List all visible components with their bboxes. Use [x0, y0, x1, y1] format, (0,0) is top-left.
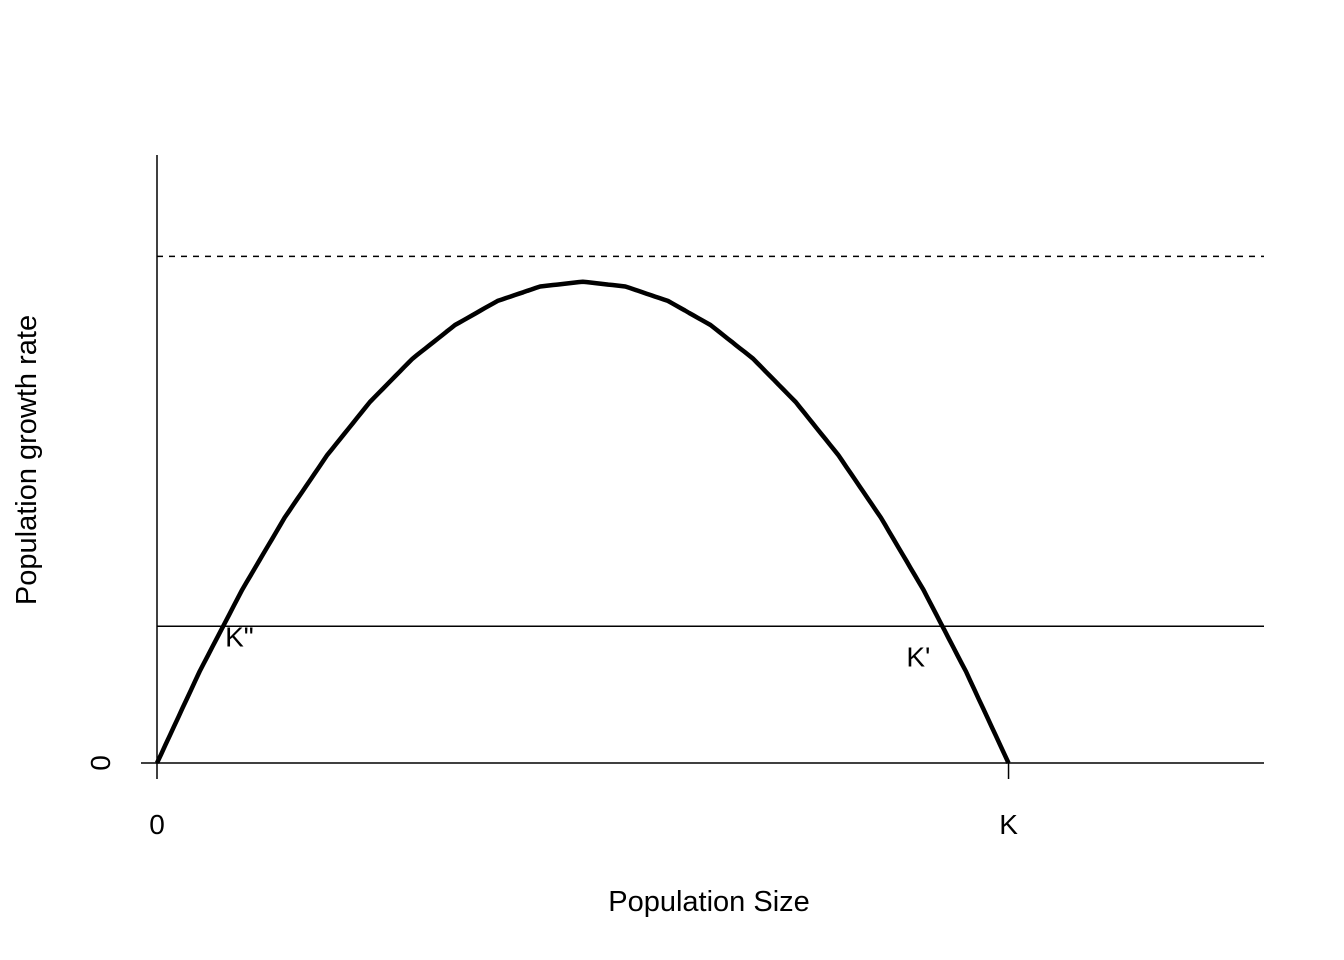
- x-tick-label-1: K: [999, 809, 1018, 840]
- reference-lines: [157, 255, 1264, 764]
- annotation-0: K": [225, 621, 254, 652]
- growth-rate-curve: [154, 279, 1011, 764]
- x-tick-label-0: 0: [149, 809, 165, 840]
- x-axis-label: Population Size: [608, 886, 810, 918]
- y-tick-label-0: 0: [85, 755, 116, 771]
- annotations: K" K': [225, 621, 930, 672]
- y-axis-label: Population growth rate: [11, 315, 43, 605]
- annotation-1: K': [906, 642, 930, 673]
- y-axis-ticks: 0: [85, 755, 157, 771]
